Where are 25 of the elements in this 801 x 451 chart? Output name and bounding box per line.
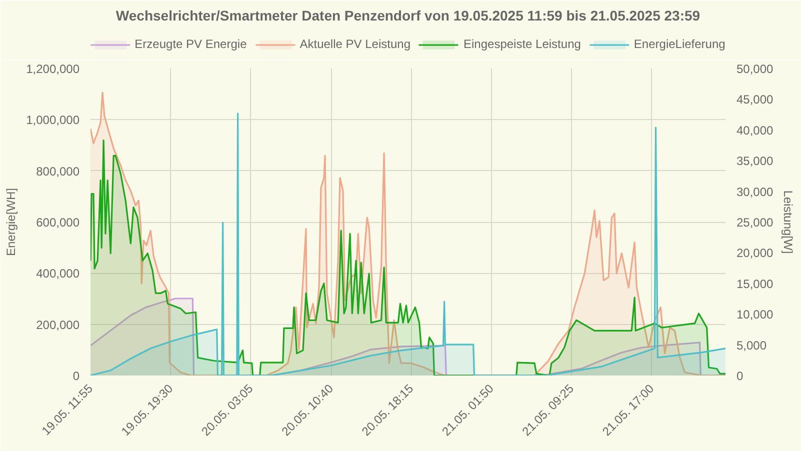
y2-tick-label: 15,000	[736, 276, 774, 291]
y2-tick-label: 50,000	[736, 62, 774, 76]
y-tick-label: 200,000	[36, 318, 80, 332]
y-tick-label: 1,000,000	[26, 113, 80, 128]
y-tick-label: 800,000	[36, 164, 80, 178]
y-axis-title: Energie[WH]	[4, 188, 18, 256]
y2-tick-label: 10,000	[736, 308, 774, 322]
legend-label: Eingespeiste Leistung	[464, 37, 581, 51]
y2-tick-label: 25,000	[736, 216, 774, 230]
y2-tick-label: 0	[736, 369, 744, 383]
legend-label: Erzeugte PV Energie	[134, 37, 247, 51]
y-tick-label: 600,000	[36, 216, 80, 230]
y-tick-label: 400,000	[36, 266, 80, 281]
legend-label: Aktuelle PV Leistung	[300, 37, 410, 51]
y2-tick-label: 35,000	[736, 154, 774, 168]
y2-tick-label: 30,000	[736, 184, 774, 199]
legend-label: EnergieLieferung	[634, 37, 726, 51]
y2-axis-title: Leistung[W]	[781, 190, 796, 254]
chart-title: Wechselrichter/Smartmeter Daten Penzendorf von 19.05.2025 11:59 bis 21.05.2025 23:59	[116, 8, 700, 24]
y2-tick-label: 5,000	[736, 338, 767, 352]
y-tick-label: 1,200,000	[26, 62, 80, 76]
y2-tick-label: 45,000	[736, 92, 774, 107]
y2-tick-label: 40,000	[736, 123, 774, 138]
y2-tick-label: 20,000	[736, 246, 774, 260]
y-tick-label: 0	[72, 369, 80, 383]
